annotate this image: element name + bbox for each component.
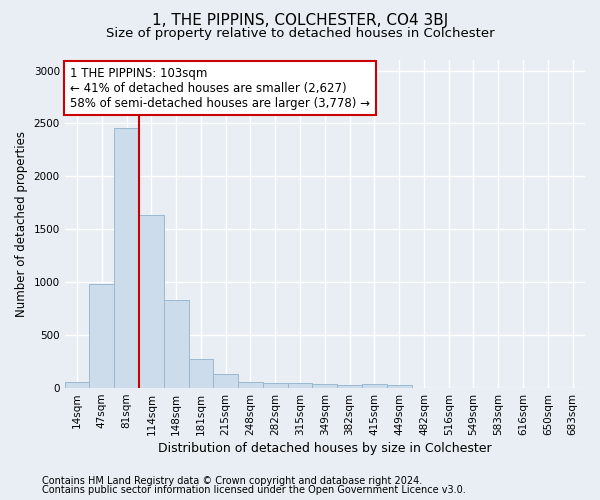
Bar bbox=[362, 384, 387, 388]
Bar bbox=[114, 128, 139, 388]
Bar bbox=[313, 384, 337, 388]
Text: Contains HM Land Registry data © Crown copyright and database right 2024.: Contains HM Land Registry data © Crown c… bbox=[42, 476, 422, 486]
Text: 1, THE PIPPINS, COLCHESTER, CO4 3BJ: 1, THE PIPPINS, COLCHESTER, CO4 3BJ bbox=[152, 12, 448, 28]
Text: Size of property relative to detached houses in Colchester: Size of property relative to detached ho… bbox=[106, 28, 494, 40]
Text: Contains public sector information licensed under the Open Government Licence v3: Contains public sector information licen… bbox=[42, 485, 466, 495]
Bar bbox=[337, 385, 362, 388]
Bar bbox=[65, 382, 89, 388]
Bar bbox=[387, 385, 412, 388]
X-axis label: Distribution of detached houses by size in Colchester: Distribution of detached houses by size … bbox=[158, 442, 491, 455]
Y-axis label: Number of detached properties: Number of detached properties bbox=[15, 131, 28, 317]
Bar bbox=[238, 382, 263, 388]
Bar bbox=[164, 300, 188, 388]
Bar bbox=[188, 360, 214, 388]
Bar bbox=[214, 374, 238, 388]
Bar bbox=[139, 214, 164, 388]
Bar bbox=[263, 383, 287, 388]
Bar bbox=[287, 383, 313, 388]
Text: 1 THE PIPPINS: 103sqm
← 41% of detached houses are smaller (2,627)
58% of semi-d: 1 THE PIPPINS: 103sqm ← 41% of detached … bbox=[70, 66, 370, 110]
Bar bbox=[89, 284, 114, 388]
